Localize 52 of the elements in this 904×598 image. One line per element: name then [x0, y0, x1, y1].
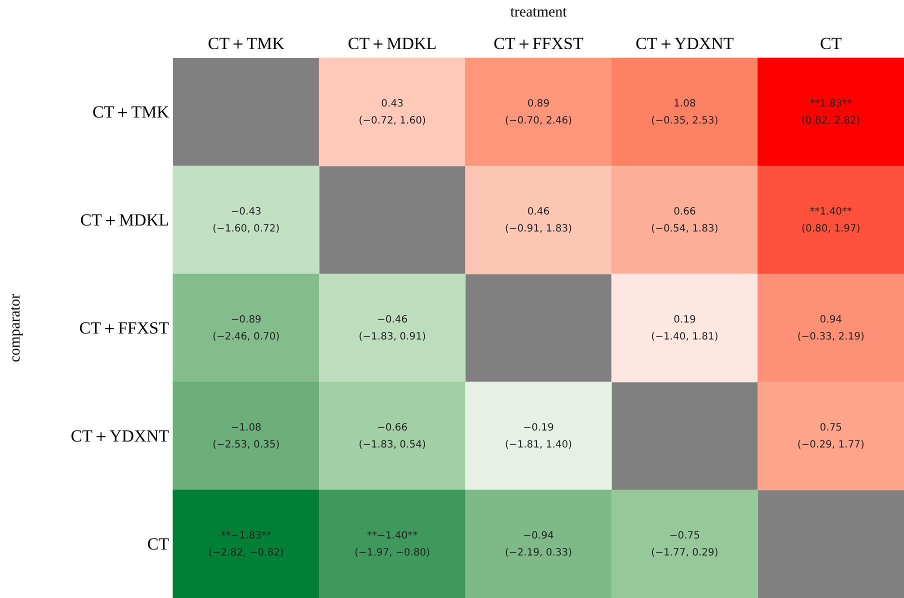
data-label: −1.08 — [230, 422, 262, 434]
annotation: (−0.72, 1.60) — [358, 116, 426, 126]
y-axis-title: comparator — [8, 294, 24, 362]
data-label: −0.94 — [523, 530, 554, 542]
data-label: 0.19 — [674, 314, 696, 326]
data-label: −0.75 — [669, 530, 700, 542]
annotation: (−0.54, 1.83) — [651, 224, 718, 234]
annotation: (−2.82, −0.82) — [208, 548, 284, 558]
data-label: 0.89 — [527, 98, 550, 110]
data-label: **−1.83** — [220, 530, 272, 542]
annotation: (−2.46, 0.70) — [212, 332, 280, 342]
annotation: (−1.97, −0.80) — [354, 548, 430, 558]
data-label: **−1.40** — [366, 530, 418, 542]
annotation: (0.80, 1.97) — [802, 224, 860, 234]
data-label: 0.66 — [674, 206, 696, 218]
data-label: −0.66 — [376, 422, 408, 434]
annotation: (−0.70, 2.46) — [504, 116, 572, 126]
x-tick-label: CT — [820, 34, 842, 53]
y-tick-label: CT＋TMK — [92, 102, 170, 122]
data-label: −0.89 — [230, 314, 262, 326]
data-label: **1.40** — [810, 206, 852, 218]
annotation: (−1.83, 0.54) — [358, 440, 426, 450]
annotation: (−0.35, 2.53) — [651, 116, 718, 126]
x-tick-label: CT＋TMK — [208, 34, 286, 53]
y-tick-label: CT — [147, 534, 170, 554]
data-label: 0.75 — [820, 422, 842, 434]
x-tick-label: CT＋FFXST — [494, 34, 584, 53]
annotation: (−0.91, 1.83) — [504, 224, 572, 234]
data-label: **1.83** — [810, 98, 852, 110]
y-tick-label: CT＋FFXST — [79, 318, 170, 338]
annotation: (−1.81, 1.40) — [504, 440, 572, 450]
data-label: −0.19 — [523, 422, 554, 434]
data-label: −0.43 — [230, 206, 262, 218]
x-tick-label: CT＋MDKL — [348, 34, 437, 53]
y-tick-label: CT＋MDKL — [80, 210, 169, 230]
data-label: 0.43 — [381, 98, 404, 110]
annotation: (−1.83, 0.91) — [358, 332, 426, 342]
x-tick-label: CT＋YDXNT — [636, 34, 734, 53]
annotation: (−1.40, 1.81) — [651, 332, 718, 342]
annotation: (−1.77, 0.29) — [651, 548, 718, 558]
annotation: (−2.53, 0.35) — [212, 440, 280, 450]
data-label: 0.94 — [820, 314, 842, 326]
annotation: (−2.19, 0.33) — [504, 548, 572, 558]
y-tick-label: CT＋YDXNT — [70, 426, 170, 446]
x-axis-title: treatment — [510, 4, 568, 20]
data-label: 0.46 — [527, 206, 550, 218]
annotation: (0.82, 2.82) — [802, 116, 860, 126]
data-label: −0.46 — [376, 314, 408, 326]
annotation: (−0.29, 1.77) — [797, 440, 865, 450]
data-label: 1.08 — [674, 98, 696, 110]
annotation: (−0.33, 2.19) — [797, 332, 865, 342]
annotation: (−1.60, 0.72) — [212, 224, 280, 234]
